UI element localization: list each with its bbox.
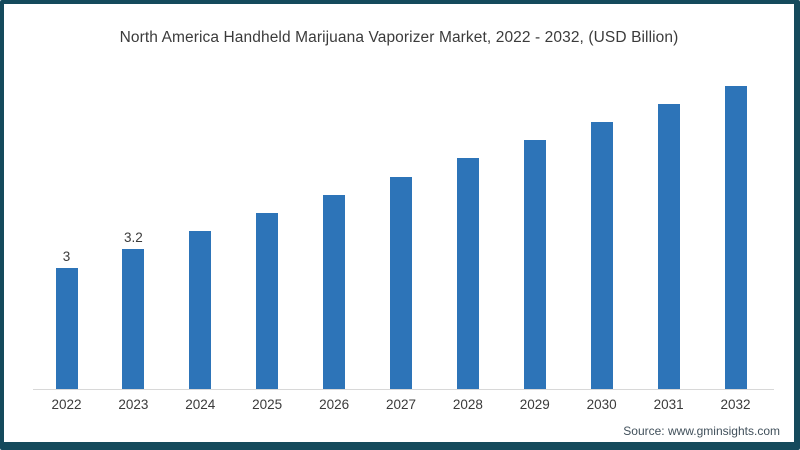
x-tick-label-2031: 2031 (653, 397, 684, 412)
x-tick-label-2030: 2030 (586, 397, 617, 412)
bar-2031 (657, 103, 680, 389)
x-tick-label-2024: 2024 (185, 397, 216, 412)
source-attribution: Source: www.gminsights.com (623, 424, 780, 438)
bar-2028 (456, 158, 479, 389)
chart-title: North America Handheld Marijuana Vaporiz… (119, 29, 679, 46)
bar-chart-plot: 2022 3 2023 3.2 2024 2025 2026 2027 2028 2029 2030… (4, 4, 794, 442)
bar-2030 (590, 121, 613, 389)
bar-value-label-2023: 3.2 (124, 230, 143, 246)
bar-value-label-2022: 3 (62, 248, 71, 264)
x-tick-label-2032: 2032 (720, 397, 751, 412)
bar-2029 (523, 140, 546, 389)
bar-2026 (323, 194, 346, 389)
bar-2032 (724, 85, 747, 389)
bar-2022 (55, 267, 78, 389)
x-tick-label-2027: 2027 (385, 397, 417, 412)
x-tick-label-2025: 2025 (252, 397, 283, 412)
bar-2023 (122, 249, 145, 389)
bar-2024 (189, 231, 212, 389)
bar-2025 (256, 212, 279, 389)
bar-2027 (390, 176, 412, 389)
x-tick-label-2023: 2023 (118, 397, 149, 412)
x-axis-line (33, 389, 774, 390)
x-tick-label-2022: 2022 (51, 397, 82, 412)
x-tick-label-2026: 2026 (319, 397, 350, 412)
x-tick-label-2029: 2029 (519, 397, 550, 412)
x-tick-label-2028: 2028 (452, 397, 483, 412)
